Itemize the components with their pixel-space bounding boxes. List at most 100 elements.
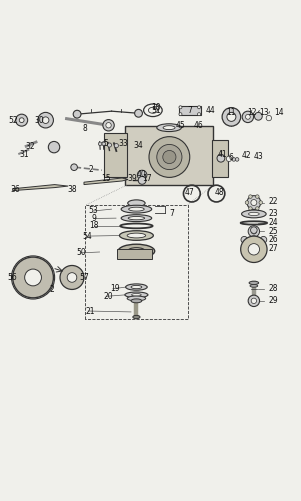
Text: 40: 40 bbox=[137, 170, 146, 179]
Bar bbox=[104, 133, 126, 177]
Text: 11: 11 bbox=[227, 108, 236, 117]
Text: 13: 13 bbox=[259, 108, 269, 117]
Polygon shape bbox=[13, 184, 68, 190]
Text: 36: 36 bbox=[11, 185, 20, 194]
Circle shape bbox=[249, 207, 252, 210]
Ellipse shape bbox=[131, 286, 142, 289]
Text: 19: 19 bbox=[110, 285, 119, 294]
Ellipse shape bbox=[129, 207, 144, 211]
Circle shape bbox=[13, 257, 53, 298]
Bar bbox=[117, 249, 152, 259]
Text: 46: 46 bbox=[194, 121, 203, 130]
Ellipse shape bbox=[121, 215, 152, 221]
Text: 6: 6 bbox=[229, 153, 234, 162]
Ellipse shape bbox=[125, 292, 148, 298]
Circle shape bbox=[98, 142, 102, 146]
Circle shape bbox=[259, 201, 262, 204]
Bar bbox=[179, 106, 201, 115]
Circle shape bbox=[137, 170, 147, 180]
Ellipse shape bbox=[133, 315, 140, 319]
Text: 47: 47 bbox=[185, 188, 194, 197]
Circle shape bbox=[67, 273, 77, 282]
Text: 32: 32 bbox=[26, 142, 36, 151]
Circle shape bbox=[197, 113, 200, 116]
Text: 42: 42 bbox=[242, 151, 251, 160]
Circle shape bbox=[179, 106, 182, 109]
Text: 25: 25 bbox=[268, 227, 278, 236]
Circle shape bbox=[107, 143, 112, 147]
Circle shape bbox=[138, 176, 146, 184]
Ellipse shape bbox=[132, 294, 141, 296]
Text: 2: 2 bbox=[88, 165, 93, 174]
Ellipse shape bbox=[250, 285, 258, 287]
Circle shape bbox=[60, 266, 84, 290]
Bar bbox=[125, 126, 213, 185]
Ellipse shape bbox=[119, 231, 153, 240]
Circle shape bbox=[217, 154, 225, 162]
Text: 44: 44 bbox=[206, 106, 215, 115]
Ellipse shape bbox=[157, 124, 182, 132]
Text: 27: 27 bbox=[268, 244, 278, 253]
Text: 33: 33 bbox=[119, 139, 129, 148]
Text: 23: 23 bbox=[268, 209, 278, 218]
Ellipse shape bbox=[242, 210, 266, 218]
Text: 30: 30 bbox=[35, 116, 45, 125]
Text: 39: 39 bbox=[128, 174, 137, 183]
Text: 15: 15 bbox=[101, 174, 110, 183]
Text: 28: 28 bbox=[268, 285, 278, 294]
Circle shape bbox=[249, 195, 252, 198]
Circle shape bbox=[48, 141, 60, 153]
Circle shape bbox=[16, 114, 28, 126]
Circle shape bbox=[114, 144, 118, 148]
Circle shape bbox=[73, 110, 81, 118]
Polygon shape bbox=[84, 178, 128, 184]
Text: 45: 45 bbox=[175, 121, 185, 130]
Circle shape bbox=[232, 158, 236, 161]
Circle shape bbox=[250, 227, 257, 233]
Circle shape bbox=[241, 236, 248, 243]
Ellipse shape bbox=[132, 249, 140, 253]
Text: 34: 34 bbox=[134, 141, 143, 150]
Ellipse shape bbox=[127, 233, 146, 238]
Text: 38: 38 bbox=[68, 185, 77, 194]
Ellipse shape bbox=[126, 284, 147, 290]
Circle shape bbox=[222, 108, 241, 126]
Text: 57: 57 bbox=[80, 273, 89, 282]
Text: 56: 56 bbox=[8, 273, 17, 282]
Text: 9: 9 bbox=[91, 214, 96, 223]
Ellipse shape bbox=[118, 244, 155, 258]
Circle shape bbox=[149, 137, 190, 177]
Circle shape bbox=[246, 114, 250, 119]
Circle shape bbox=[254, 112, 262, 120]
Text: 52: 52 bbox=[8, 116, 17, 125]
Text: 43: 43 bbox=[253, 152, 263, 161]
Text: 41: 41 bbox=[218, 149, 227, 158]
Text: 7: 7 bbox=[187, 106, 192, 115]
Circle shape bbox=[250, 246, 257, 253]
Text: 53: 53 bbox=[89, 206, 98, 215]
Circle shape bbox=[25, 269, 42, 286]
Text: 51: 51 bbox=[152, 106, 161, 115]
Ellipse shape bbox=[127, 296, 146, 301]
Circle shape bbox=[71, 164, 77, 170]
Circle shape bbox=[242, 111, 253, 123]
Text: 17: 17 bbox=[143, 174, 152, 183]
Text: 26: 26 bbox=[268, 235, 278, 244]
Circle shape bbox=[248, 225, 259, 237]
Ellipse shape bbox=[128, 216, 145, 220]
Circle shape bbox=[226, 156, 232, 161]
Circle shape bbox=[235, 158, 239, 161]
Ellipse shape bbox=[121, 205, 152, 213]
Circle shape bbox=[256, 195, 259, 198]
Ellipse shape bbox=[128, 247, 145, 255]
Circle shape bbox=[256, 207, 259, 210]
Text: 48: 48 bbox=[215, 188, 224, 197]
Text: 7: 7 bbox=[169, 209, 174, 218]
Text: 24: 24 bbox=[268, 218, 278, 227]
Circle shape bbox=[163, 150, 176, 164]
Circle shape bbox=[135, 109, 142, 117]
Circle shape bbox=[260, 236, 267, 243]
Circle shape bbox=[103, 120, 114, 131]
Circle shape bbox=[197, 106, 200, 109]
Ellipse shape bbox=[148, 107, 157, 113]
